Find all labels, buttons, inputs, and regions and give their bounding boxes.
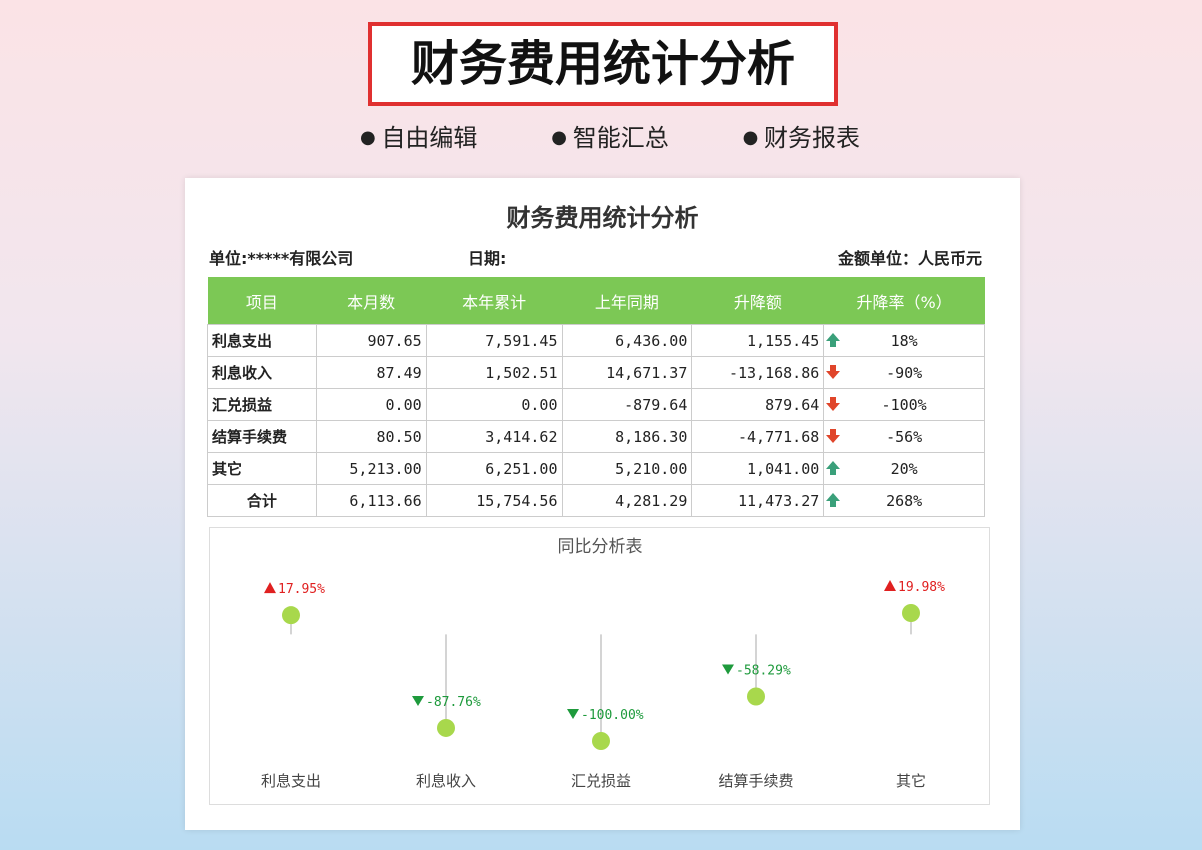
cell: -56% — [823, 420, 985, 453]
feature: 智能汇总 — [551, 118, 669, 153]
trend-arrow — [826, 397, 841, 411]
trend-triangle — [412, 695, 424, 706]
header-cell: 升降额 — [691, 277, 824, 325]
header-cell: 上年同期 — [562, 277, 692, 325]
finance-table: 项目 本月数 本年累计 上年同期 升降额 升降率（%） 利息支出 907.65 7,591.4… — [207, 277, 985, 517]
trend-triangle — [567, 709, 579, 719]
header-cell: 本年累计 — [426, 277, 562, 325]
trend-arrow — [826, 333, 841, 347]
table-row: 汇兑损益 0.00 0.00 -879.64 879.64 -100% — [207, 388, 985, 421]
cell: 其它 — [207, 452, 317, 485]
cell: 1,502.51 — [425, 356, 563, 389]
arrow-shape — [826, 493, 841, 507]
trend-arrow — [826, 365, 841, 379]
cell: 15,754.56 — [425, 484, 563, 517]
sheet-title: 财务费用统计分析 — [506, 204, 699, 232]
cell: 5,213.00 — [315, 452, 427, 485]
cell: 18% — [823, 324, 985, 357]
table-body: 利息支出 907.65 7,591.45 6,436.00 1,155.45 18% 利息收… — [207, 324, 985, 517]
cell: 907.65 — [315, 324, 427, 357]
chart-box: 同比分析表 17.95% 利息支出 -87.76% 利息收入 -100.00% 汇兑损益 -… — [209, 527, 990, 805]
chart-title: 同比分析表 — [558, 537, 643, 557]
trend-arrow — [826, 429, 841, 443]
table-row: 利息收入 87.49 1,502.51 14,671.37 -13,168.86 -90% — [207, 356, 985, 389]
date: 日期: — [468, 249, 507, 268]
lollipop-dot — [592, 732, 610, 750]
lollipop-dot — [282, 606, 300, 625]
cell: 1,041.00 — [691, 452, 825, 485]
cell: 80.50 — [315, 420, 427, 453]
category-label: 利息支出 — [261, 772, 321, 790]
cell: -879.64 — [561, 388, 693, 421]
category-label: 汇兑损益 — [571, 772, 631, 790]
cell: 14,671.37 — [561, 356, 693, 389]
cell: 879.64 — [691, 388, 825, 421]
cell: 5,210.00 — [561, 452, 693, 485]
cell: 0.00 — [315, 388, 427, 421]
category-label: 结算手续费 — [718, 772, 793, 790]
table-row: 结算手续费 80.50 3,414.62 8,186.30 -4,771.68 -56% — [207, 420, 985, 453]
cell: -13,168.86 — [691, 356, 825, 389]
cell: 合计 — [207, 484, 317, 517]
cell: 汇兑损益 — [207, 388, 317, 421]
cell: 3,414.62 — [425, 420, 563, 453]
cell: 8,186.30 — [561, 420, 693, 453]
cell: 结算手续费 — [207, 420, 317, 453]
cell: 0.00 — [425, 388, 563, 421]
arrow-shape — [826, 397, 841, 411]
cell: 4,281.29 — [561, 484, 693, 517]
value-label: -58.29% — [736, 664, 791, 679]
table-row: 利息支出 907.65 7,591.45 6,436.00 1,155.45 18% — [207, 324, 985, 357]
cell: -90% — [823, 356, 985, 389]
feature-list: 自由编辑 智能汇总 财务报表 — [360, 118, 860, 153]
cell: 6,436.00 — [561, 324, 693, 357]
category-label: 利息收入 — [416, 772, 476, 790]
trend-triangle — [884, 580, 896, 591]
trend-arrow — [826, 493, 841, 507]
cell: 利息收入 — [207, 356, 317, 389]
table-row: 合计 6,113.66 15,754.56 4,281.29 11,473.27 268% — [207, 484, 985, 517]
trend-arrow — [826, 461, 841, 475]
chart: 同比分析表 17.95% 利息支出 -87.76% 利息收入 -100.00% 汇兑损益 -… — [261, 537, 945, 790]
cell: 87.49 — [315, 356, 427, 389]
banner-title: 财务费用统计分析 — [368, 22, 838, 106]
cell: 1,155.45 — [691, 324, 825, 357]
cell: 268% — [823, 484, 985, 517]
cell: 7,591.45 — [425, 324, 563, 357]
value-label: 19.98% — [898, 580, 945, 595]
value-label: -100.00% — [581, 708, 644, 723]
arrow-shape — [826, 461, 841, 475]
cell: -100% — [823, 388, 985, 421]
feature: 自由编辑 — [360, 118, 477, 153]
trend-triangle — [722, 664, 734, 675]
header-cell: 项目 — [207, 277, 317, 325]
header-row: 项目 本月数 本年累计 上年同期 升降额 升降率（%） — [207, 277, 985, 325]
header-cell: 本月数 — [316, 277, 427, 325]
value-label: -87.76% — [426, 695, 481, 710]
unit: 单位:*****有限公司 — [209, 249, 354, 268]
cell: 利息支出 — [207, 324, 317, 357]
arrow-shape — [826, 333, 841, 347]
feature: 财务报表 — [743, 118, 860, 153]
header-cell: 升降率（%） — [823, 277, 985, 325]
cell: -4,771.68 — [691, 420, 825, 453]
lollipop-dot — [437, 718, 455, 737]
trend-triangle — [264, 582, 276, 594]
arrow-shape — [826, 365, 841, 379]
cell: 6,113.66 — [315, 484, 427, 517]
table-row: 其它 5,213.00 6,251.00 5,210.00 1,041.00 20% — [207, 452, 985, 485]
value-label: 17.95% — [278, 582, 325, 597]
lollipop-dot — [747, 687, 765, 706]
arrow-shape — [826, 429, 841, 443]
category-label: 其它 — [896, 772, 926, 790]
currency: 金额单位：人民币元 — [837, 249, 982, 268]
cell: 20% — [823, 452, 985, 485]
lollipop-dot — [902, 604, 920, 622]
cell: 11,473.27 — [691, 484, 825, 517]
cell: 6,251.00 — [425, 452, 563, 485]
